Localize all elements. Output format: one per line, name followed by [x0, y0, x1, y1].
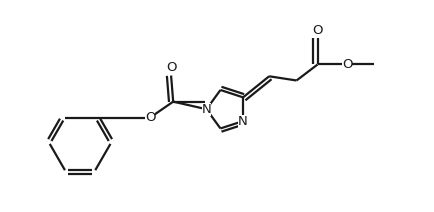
Text: O: O — [145, 111, 155, 124]
Text: N: N — [238, 115, 248, 128]
Text: O: O — [342, 58, 352, 71]
Text: O: O — [166, 61, 176, 74]
Text: O: O — [312, 24, 323, 37]
Text: N: N — [202, 103, 211, 116]
